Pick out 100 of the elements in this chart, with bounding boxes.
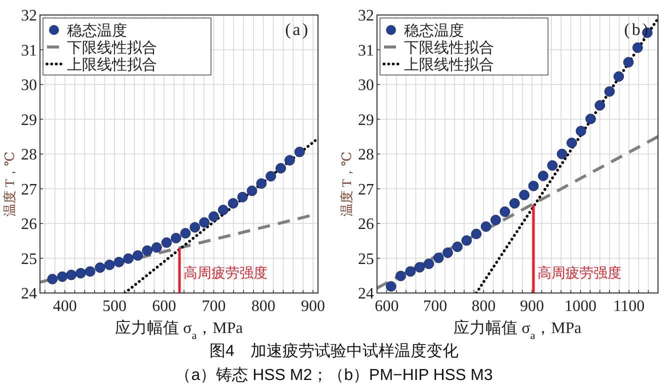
point xyxy=(228,198,238,209)
point xyxy=(266,170,276,182)
point xyxy=(471,228,482,240)
legend-label: 上限线性拟合 xyxy=(67,56,157,74)
point xyxy=(190,222,200,233)
point xyxy=(442,247,453,258)
point xyxy=(180,228,191,238)
point xyxy=(480,221,492,232)
point xyxy=(547,160,558,171)
x-tick-label: 800 xyxy=(472,298,496,315)
y-tick-label: 28 xyxy=(21,146,37,164)
y-tick-label: 32 xyxy=(358,8,374,24)
y-tick-label: 30 xyxy=(21,77,37,94)
point xyxy=(57,271,68,282)
point xyxy=(284,155,295,166)
point xyxy=(132,250,144,261)
point xyxy=(47,274,58,284)
y-tick-label: 32 xyxy=(21,8,37,24)
point xyxy=(614,71,624,82)
point xyxy=(66,270,77,280)
point xyxy=(433,252,444,264)
point xyxy=(538,170,548,182)
point xyxy=(237,192,248,202)
y-tick-label: 25 xyxy=(21,250,37,268)
x-axis-title: 应力幅值 σ$_{a}$，MPa xyxy=(454,319,582,342)
y-tick-label: 31 xyxy=(358,42,374,60)
point xyxy=(452,242,463,252)
point xyxy=(246,186,258,196)
legend-label: 下限线性拟合 xyxy=(404,40,494,56)
point xyxy=(509,198,520,209)
point xyxy=(604,86,615,97)
y-tick-label: 31 xyxy=(21,42,37,60)
point xyxy=(94,262,106,273)
legend-label: 稳态温度 xyxy=(67,22,127,40)
point xyxy=(256,178,267,189)
chart-title: (a) xyxy=(285,20,310,39)
point xyxy=(500,206,510,217)
y-tick-label: 24 xyxy=(21,286,37,302)
x-tick-label: 500 xyxy=(102,298,126,315)
x-axis-title: 应力幅值 σ$_{a}$，MPa xyxy=(115,319,243,342)
legend-label: 下限线性拟合 xyxy=(67,40,157,56)
point xyxy=(519,190,530,200)
point xyxy=(632,42,643,53)
annotation: 高周疲劳强度 xyxy=(537,265,622,282)
legend-label: 稳态温度 xyxy=(404,22,464,40)
x-tick-label: 900 xyxy=(520,298,544,315)
y-tick-label: 29 xyxy=(358,112,374,129)
x-tick-label: 700 xyxy=(423,298,448,315)
y-axis-title: 温度 T，℃ xyxy=(339,152,354,216)
point xyxy=(414,262,425,273)
point xyxy=(276,162,286,174)
x-tick-label: 900 xyxy=(301,298,326,315)
point xyxy=(170,232,182,244)
y-tick-label: 27 xyxy=(358,181,374,198)
y-tick-label: 25 xyxy=(358,250,374,268)
point xyxy=(114,256,124,268)
point xyxy=(566,138,578,148)
point xyxy=(461,235,472,246)
y-tick-label: 26 xyxy=(21,216,37,233)
point xyxy=(75,268,86,278)
y-tick-label: 27 xyxy=(21,181,37,198)
text: （a）铸态 HSS M2；（b）PM−HIP HSS M3 xyxy=(175,366,493,384)
x-tick-label: 1100 xyxy=(613,298,645,315)
point xyxy=(424,258,434,270)
y-tick-label: 28 xyxy=(358,146,374,164)
point xyxy=(556,148,568,160)
point xyxy=(84,266,96,277)
x-tick-label: 400 xyxy=(52,298,77,315)
point xyxy=(218,204,228,216)
point xyxy=(623,57,634,68)
point xyxy=(104,260,115,270)
x-tick-label: 1000 xyxy=(564,298,596,315)
point xyxy=(490,214,501,226)
x-tick-label: 800 xyxy=(251,298,276,315)
x-tick-label: 600 xyxy=(152,298,176,315)
chart-title: (b) xyxy=(624,20,650,39)
y-axis-title: 温度 T，℃ xyxy=(2,152,17,216)
point xyxy=(123,253,134,264)
x-tick-label: 700 xyxy=(202,298,226,315)
caption: 图4 加速疲劳试验中试样温度变化 xyxy=(210,342,458,360)
y-tick-label: 26 xyxy=(358,216,374,233)
y-tick-label: 30 xyxy=(358,77,374,94)
point xyxy=(576,126,586,136)
point xyxy=(528,180,539,192)
point xyxy=(594,100,606,111)
legend-label: 上限线性拟合 xyxy=(404,56,494,74)
point xyxy=(208,211,219,222)
y-tick-label: 29 xyxy=(21,112,37,129)
point xyxy=(585,114,596,124)
y-tick-label: 24 xyxy=(358,286,374,302)
point xyxy=(386,281,396,292)
point xyxy=(199,217,210,228)
x-tick-label: 600 xyxy=(374,298,399,315)
point xyxy=(142,245,152,256)
annotation: 高周疲劳强度 xyxy=(183,265,268,282)
point xyxy=(151,242,162,253)
point xyxy=(395,270,406,282)
point xyxy=(294,146,305,158)
point xyxy=(405,266,416,277)
point xyxy=(161,237,172,248)
